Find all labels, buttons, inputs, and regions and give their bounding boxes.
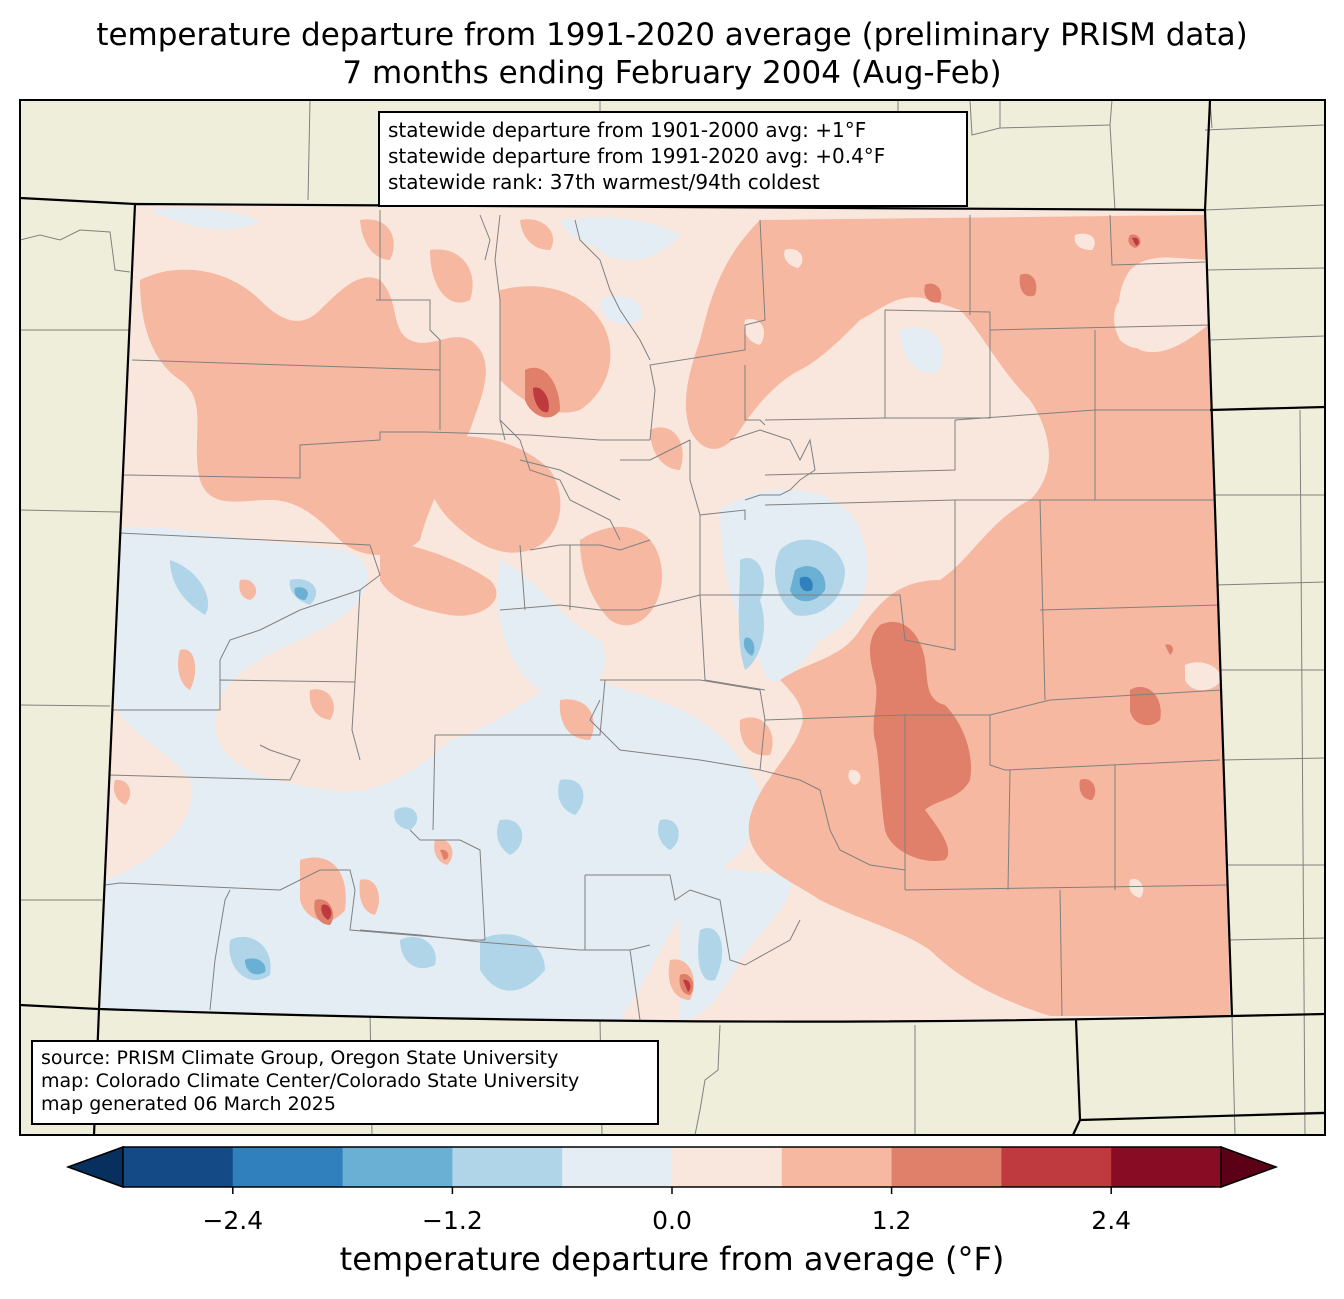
colorbar-tick-label: 2.4	[1091, 1206, 1132, 1235]
stat-departure-1991-2020: statewide departure from 1991-2020 avg: …	[388, 144, 886, 168]
colorado-county-lines	[104, 210, 1231, 1021]
colorbar-over-triangle	[1220, 1145, 1279, 1189]
colorbar-bin	[781, 1147, 893, 1187]
colorbar-bin	[1111, 1147, 1222, 1187]
map-title-line-2: 7 months ending February 2004 (Aug-Feb)	[342, 55, 1002, 91]
source-line: source: PRISM Climate Group, Oregon Stat…	[41, 1047, 559, 1069]
colorbar-tick-label: 1.2	[871, 1206, 912, 1235]
colorbar-label: temperature departure from average (°F)	[339, 1240, 1005, 1278]
colorbar-bin	[342, 1147, 453, 1187]
colorbar-under-triangle	[65, 1145, 124, 1189]
colorbar-tick-label: −1.2	[422, 1206, 483, 1235]
statewide-stats-box: statewide departure from 1901-2000 avg: …	[378, 111, 968, 207]
stat-departure-1901-2000: statewide departure from 1901-2000 avg: …	[388, 118, 867, 142]
colorbar-tick-label: 0.0	[652, 1206, 692, 1235]
generated-date-line: map generated 06 March 2025	[41, 1093, 336, 1115]
colorbar	[65, 1145, 1279, 1194]
colorbar-bin	[672, 1147, 783, 1187]
colorbar-bin	[123, 1147, 234, 1187]
map-title-line-1: temperature departure from 1991-2020 ave…	[96, 17, 1248, 53]
map-frame	[19, 99, 1326, 1136]
map-credit-line: map: Colorado Climate Center/Colorado St…	[41, 1070, 580, 1092]
source-box: source: PRISM Climate Group, Oregon Stat…	[31, 1040, 659, 1125]
colorbar-bin	[1001, 1147, 1112, 1187]
colorbar-bin	[891, 1147, 1002, 1187]
colorbar-tick-label: −2.4	[202, 1206, 264, 1235]
colorbar-bin	[562, 1147, 673, 1187]
stat-rank: statewide rank: 37th warmest/94th coldes…	[388, 170, 820, 194]
temperature-departure-field	[99, 204, 1232, 1022]
colorbar-bin	[452, 1147, 563, 1187]
colorbar-bin	[232, 1147, 344, 1187]
